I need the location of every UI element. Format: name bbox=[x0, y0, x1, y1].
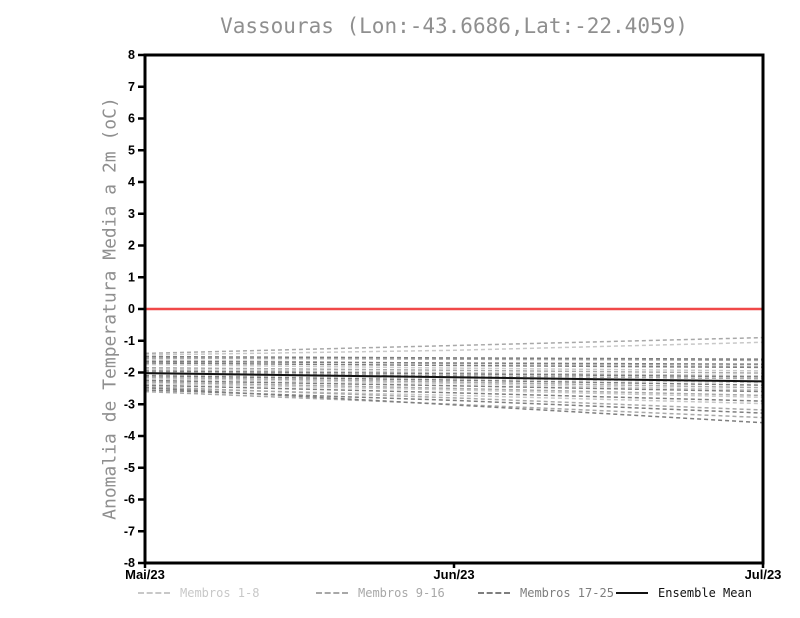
member-line-group-3 bbox=[144, 386, 764, 424]
x-tick-label: Mai/23 bbox=[125, 567, 165, 582]
member-line-group-3 bbox=[144, 374, 764, 386]
member-line-group-2 bbox=[144, 381, 764, 397]
y-tick-label: 5 bbox=[128, 143, 135, 157]
member-line-group-2 bbox=[144, 366, 764, 374]
chart-legend: Membros 1-8 Membros 9-16 Membros 17-25 E… bbox=[0, 586, 800, 608]
dashed-line-sample bbox=[138, 592, 170, 594]
member-line-group-3 bbox=[144, 389, 764, 414]
member-line-group-2 bbox=[144, 371, 764, 380]
y-tick-label: -5 bbox=[124, 461, 135, 475]
y-tick-label: -6 bbox=[124, 493, 135, 507]
y-tick-label: -7 bbox=[124, 524, 135, 538]
member-line-group-1 bbox=[144, 341, 764, 356]
legend-item-members-17-25: Membros 17-25 bbox=[478, 586, 614, 600]
y-tick-label: -4 bbox=[124, 429, 135, 443]
member-line-group-1 bbox=[144, 387, 764, 405]
legend-label: Membros 9-16 bbox=[358, 586, 445, 600]
member-line-group-1 bbox=[144, 368, 764, 377]
y-tick-label: 8 bbox=[128, 48, 135, 62]
member-line-group-2 bbox=[144, 376, 764, 389]
y-tick-label: -2 bbox=[124, 366, 135, 380]
y-tick-label: 1 bbox=[128, 270, 135, 284]
member-line-group-3 bbox=[144, 360, 764, 365]
member-line-group-1 bbox=[144, 378, 764, 391]
solid-line-sample bbox=[616, 592, 648, 594]
y-tick-label: 7 bbox=[128, 80, 135, 94]
member-line-group-3 bbox=[144, 370, 764, 378]
y-tick-label: -3 bbox=[124, 397, 135, 411]
dashed-line-sample bbox=[478, 592, 510, 594]
x-tick-label: Jul/23 bbox=[745, 567, 782, 582]
legend-item-members-9-16: Membros 9-16 bbox=[316, 586, 445, 600]
legend-label: Membros 1-8 bbox=[180, 586, 260, 600]
y-tick-label: 3 bbox=[128, 207, 135, 221]
dashed-line-sample bbox=[316, 592, 348, 594]
member-line-group-3 bbox=[144, 384, 764, 402]
legend-label: Ensemble Mean bbox=[658, 586, 752, 600]
member-line-group-3 bbox=[144, 379, 764, 393]
y-tick-label: 2 bbox=[128, 239, 135, 253]
member-line-group-3 bbox=[144, 362, 764, 369]
member-line-group-2 bbox=[144, 386, 764, 411]
legend-item-ensemble-mean: Ensemble Mean bbox=[616, 586, 752, 600]
y-tick-label: 4 bbox=[128, 175, 135, 189]
member-line-group-3 bbox=[144, 355, 764, 360]
member-line-group-1 bbox=[144, 363, 764, 372]
x-tick-label: Jun/23 bbox=[433, 567, 474, 582]
y-tick-label: 0 bbox=[128, 302, 135, 316]
member-line-group-1 bbox=[144, 382, 764, 399]
ensemble-mean-line bbox=[144, 372, 764, 383]
y-tick-label: -8 bbox=[124, 556, 135, 570]
chart-title: Vassouras (Lon:-43.6686,Lat:-22.4059) bbox=[220, 14, 688, 38]
y-tick-label: -1 bbox=[124, 334, 135, 348]
legend-item-members-1-8: Membros 1-8 bbox=[138, 586, 259, 600]
legend-label: Membros 17-25 bbox=[520, 586, 614, 600]
y-tick-label: 6 bbox=[128, 112, 135, 126]
member-line-group-2 bbox=[144, 357, 764, 362]
member-line-group-2 bbox=[144, 336, 764, 355]
